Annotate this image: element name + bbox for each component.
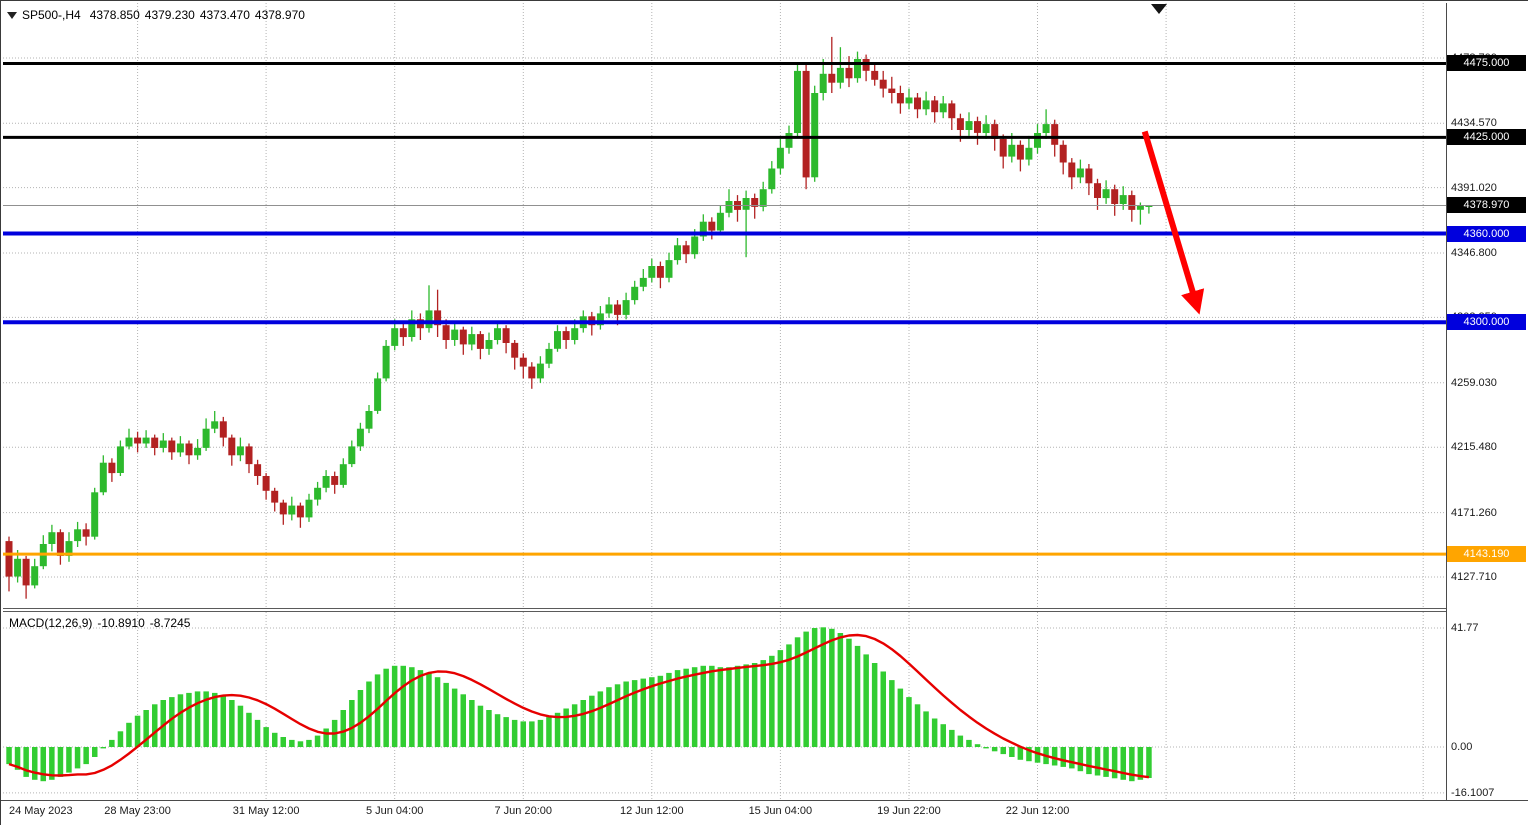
macd-name: MACD(12,26,9) bbox=[9, 616, 93, 630]
ohlc-close-value: 4378.970 bbox=[254, 8, 305, 22]
price-grid-label: 4259.030 bbox=[1451, 376, 1497, 389]
hline-label-4475: 4475.000 bbox=[1447, 55, 1526, 72]
trend-arrow[interactable] bbox=[1141, 130, 1205, 315]
time-axis-label: 31 May 12:00 bbox=[232, 805, 300, 817]
time-axis-label: 7 Jun 20:00 bbox=[494, 805, 553, 817]
time-axis-label: 24 May 2023 bbox=[9, 805, 73, 817]
ohlc-open-value: 4378.850 bbox=[89, 8, 140, 22]
chart-shift-marker-icon[interactable] bbox=[1151, 4, 1167, 14]
macd-signal-line bbox=[8, 633, 1150, 779]
symbol-period-label: SP500-,H4 bbox=[22, 8, 81, 22]
price-axis[interactable]: 4478.7004434.5704391.0204346.8004303.250… bbox=[1447, 1, 1528, 800]
hline-label-4360: 4360.000 bbox=[1447, 225, 1526, 242]
price-grid-label: 4171.260 bbox=[1451, 506, 1497, 519]
time-axis-label: 5 Jun 04:00 bbox=[365, 805, 424, 817]
price-chart-pane[interactable] bbox=[3, 3, 1446, 608]
macd-axis-label: 0.00 bbox=[1451, 741, 1473, 753]
price-grid-label: 4391.020 bbox=[1451, 181, 1497, 194]
hline-label-4143: 4143.190 bbox=[1447, 546, 1526, 563]
price-grid-label: 4434.570 bbox=[1451, 117, 1497, 130]
hline-label-4300: 4300.000 bbox=[1447, 314, 1526, 331]
macd-signal-value: -8.7245 bbox=[149, 616, 191, 630]
time-axis-label: 28 May 23:00 bbox=[104, 805, 171, 817]
hline-label-4425: 4425.000 bbox=[1447, 129, 1526, 146]
time-axis-label: 22 Jun 12:00 bbox=[1005, 805, 1070, 817]
time-axis-label: 19 Jun 22:00 bbox=[877, 805, 941, 817]
price-grid-label: 4127.710 bbox=[1451, 570, 1497, 583]
time-axis[interactable]: 24 May 2023 28 May 23:00 31 May 12:00 5 Jun… bbox=[1, 801, 1528, 826]
chart-ohlc-header: SP500-,H4 4378.850 4379.230 4373.470 437… bbox=[7, 8, 305, 22]
collapse-arrow-icon[interactable] bbox=[7, 11, 17, 19]
price-grid-label: 4215.480 bbox=[1451, 441, 1497, 454]
time-axis-label: 12 Jun 12:00 bbox=[620, 805, 684, 817]
macd-axis-label: -16.1007 bbox=[1451, 786, 1495, 799]
ohlc-low-value: 4373.470 bbox=[199, 8, 250, 22]
time-axis-separator bbox=[1, 800, 1528, 801]
price-grid-label: 4346.800 bbox=[1451, 247, 1497, 260]
macd-main-value: -10.8910 bbox=[97, 616, 145, 630]
time-axis-label: 15 Jun 04:00 bbox=[748, 805, 813, 817]
price-axis-separator bbox=[1446, 3, 1447, 800]
pane-separator[interactable] bbox=[3, 608, 1446, 612]
macd-indicator-pane[interactable] bbox=[3, 612, 1446, 800]
current-price-label: 4378.970 bbox=[1447, 197, 1526, 214]
macd-indicator-label: MACD(12,26,9) -10.8910 -8.7245 bbox=[9, 616, 190, 630]
ohlc-high-value: 4379.230 bbox=[144, 8, 195, 22]
macd-axis-label: 41.77 bbox=[1451, 622, 1479, 634]
